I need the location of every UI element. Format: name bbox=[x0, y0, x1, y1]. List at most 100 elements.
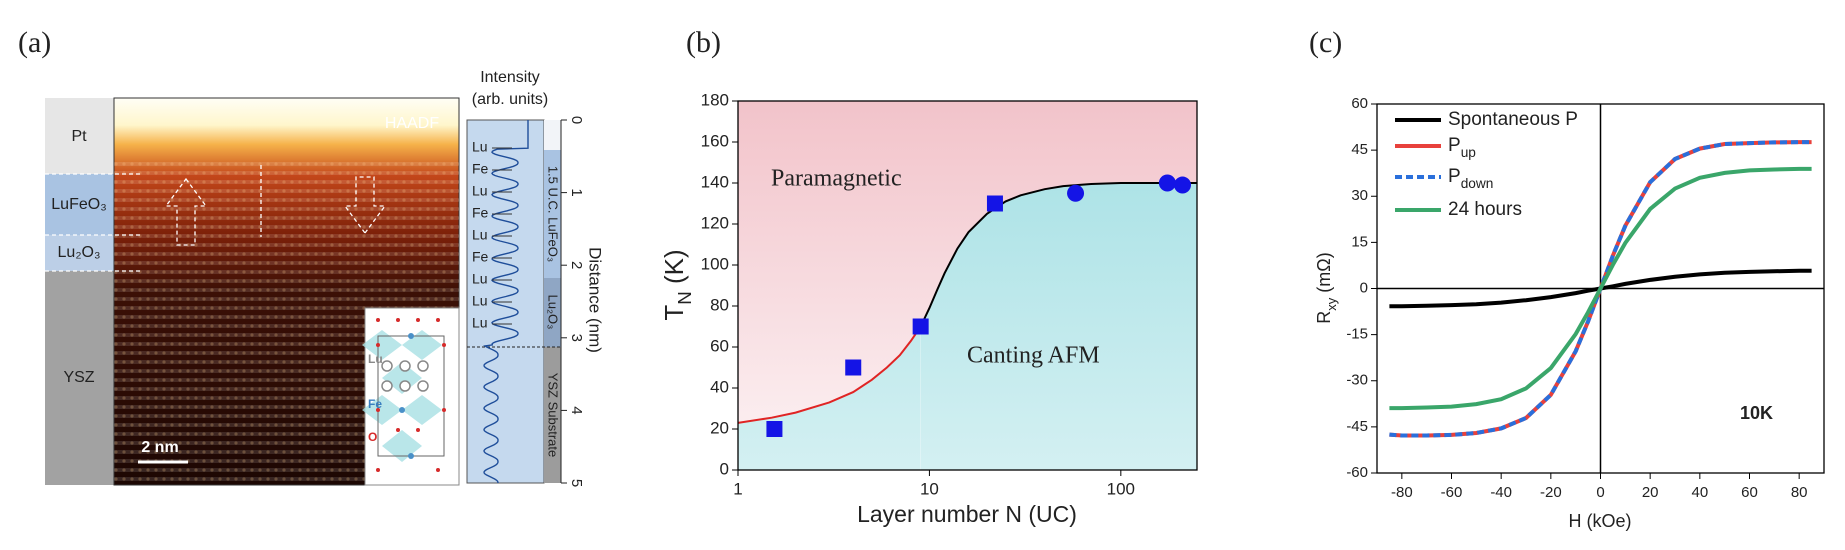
y-axis-label-part: (K) bbox=[659, 249, 689, 291]
data-point bbox=[912, 318, 929, 335]
y-tick-label: 45 bbox=[1351, 141, 1368, 158]
y-tick-label: 60 bbox=[1351, 95, 1368, 112]
inset-label: Lu bbox=[368, 352, 383, 366]
x-tick-label: 0 bbox=[1596, 484, 1604, 501]
layer-lufeo3 bbox=[45, 174, 114, 235]
layer-ysz bbox=[45, 271, 114, 485]
inset-label: Fe bbox=[368, 397, 382, 411]
series-line bbox=[737, 325, 922, 424]
bar-ysz bbox=[544, 347, 561, 483]
intensity-label: Intensity bbox=[480, 69, 540, 86]
bar-lufeo3 bbox=[544, 150, 561, 278]
legend-label-part: down bbox=[1461, 176, 1494, 191]
layer-label: Pt bbox=[71, 128, 87, 145]
x-tick-label: -40 bbox=[1490, 484, 1512, 501]
x-tick-label: 20 bbox=[1642, 484, 1659, 501]
y-tick-label: -15 bbox=[1346, 326, 1368, 343]
layer-pt bbox=[45, 98, 114, 174]
atom-row-label: Lu bbox=[472, 293, 488, 309]
y-axis-label-part: R bbox=[1314, 311, 1334, 324]
data-point bbox=[1174, 176, 1192, 194]
series-line bbox=[919, 182, 1197, 327]
x-tick-label: 60 bbox=[1741, 484, 1758, 501]
panel-a bbox=[45, 97, 562, 486]
atom-row-label: Fe bbox=[472, 249, 489, 265]
data-point bbox=[1067, 184, 1085, 202]
legend-label-part: 24 hours bbox=[1448, 199, 1522, 220]
y-tick-label: 0 bbox=[1360, 279, 1368, 296]
x-axis-label: Layer number N (UC) bbox=[857, 501, 1077, 527]
legend-label: 24 hours bbox=[1448, 199, 1522, 220]
x-tick-label: -20 bbox=[1540, 484, 1562, 501]
legend-label-part: up bbox=[1461, 145, 1477, 160]
bar-lu2o3 bbox=[544, 278, 561, 347]
y-axis-label-part: T bbox=[659, 305, 689, 321]
y-tick-label: -30 bbox=[1346, 372, 1368, 389]
x-tick-label: -80 bbox=[1391, 484, 1413, 501]
layer-lu2o3 bbox=[45, 235, 114, 271]
atom-row-label: Fe bbox=[472, 161, 489, 177]
y-axis-label: TN (K) bbox=[659, 249, 696, 320]
y-tick-label: 60 bbox=[710, 336, 729, 355]
atom-row-label: Lu bbox=[472, 139, 488, 155]
region-lower bbox=[738, 326, 921, 470]
bar-top bbox=[544, 120, 561, 150]
y-axis-label-part: N bbox=[674, 291, 695, 305]
y-axis-label: Rxy (mΩ) bbox=[1314, 252, 1339, 323]
distance-tick-label: 2 bbox=[568, 261, 585, 269]
atom-row-label: Lu bbox=[472, 183, 488, 199]
distance-tick-label: 3 bbox=[568, 334, 585, 342]
legend-label: Pdown bbox=[1448, 166, 1493, 191]
y-tick-label: 100 bbox=[701, 254, 729, 273]
panel-label: (b) bbox=[686, 26, 721, 59]
y-tick-label: -45 bbox=[1346, 418, 1368, 435]
x-tick-label: 80 bbox=[1791, 484, 1808, 501]
panel-label: (a) bbox=[18, 26, 51, 59]
y-tick-label: -60 bbox=[1346, 464, 1368, 481]
inset-label: O bbox=[368, 430, 377, 444]
layer-label: Lu₂O₃ bbox=[58, 244, 101, 261]
annotation: Canting AFM bbox=[967, 343, 1100, 369]
y-tick-label: 180 bbox=[701, 90, 729, 109]
region-label: YSZ Substrate bbox=[546, 373, 561, 458]
atom-row-label: Lu bbox=[472, 227, 488, 243]
boundaries bbox=[45, 165, 387, 272]
y-tick-label: 140 bbox=[701, 172, 729, 191]
panel-label: (c) bbox=[1309, 26, 1342, 59]
distance-tick-label: 5 bbox=[568, 479, 585, 487]
layer-label: LuFeO₃ bbox=[51, 196, 106, 213]
x-tick-label: 1 bbox=[733, 479, 742, 498]
data-point bbox=[845, 359, 862, 376]
data-point bbox=[986, 195, 1003, 212]
legend-label-part: P bbox=[1448, 166, 1461, 187]
legend-label: Spontaneous P bbox=[1448, 109, 1578, 130]
y-tick-label: 160 bbox=[701, 131, 729, 150]
y-axis-label-part: (mΩ) bbox=[1314, 252, 1334, 297]
y-tick-label: 0 bbox=[720, 459, 729, 478]
intensity-label: (arb. units) bbox=[472, 91, 548, 108]
x-tick-label: 100 bbox=[1107, 479, 1135, 498]
atom-row-label: Lu bbox=[472, 271, 488, 287]
image-label: HAADF bbox=[385, 115, 439, 132]
region-lower bbox=[920, 183, 1197, 470]
distance-tick-label: 0 bbox=[568, 116, 585, 124]
y-tick-label: 40 bbox=[710, 377, 729, 396]
x-tick-label: 10 bbox=[920, 479, 939, 498]
atom-row-label: Lu bbox=[472, 315, 488, 331]
legend-label-part: Spontaneous P bbox=[1448, 109, 1578, 130]
x-tick-label: 40 bbox=[1691, 484, 1708, 501]
layer-label: YSZ bbox=[63, 369, 94, 386]
y-tick-label: 120 bbox=[701, 213, 729, 232]
inset-structure bbox=[362, 318, 446, 472]
legend-label: Pup bbox=[1448, 135, 1476, 160]
region-label: 1.5 U.C. LuFeO₃ bbox=[546, 166, 561, 262]
x-tick-label: -60 bbox=[1441, 484, 1463, 501]
data-point bbox=[1158, 174, 1176, 192]
atom-row-label: Fe bbox=[472, 205, 489, 221]
y-axis-label-part: xy bbox=[1324, 297, 1339, 310]
annotation: Paramagnetic bbox=[771, 166, 902, 192]
y-tick-label: 30 bbox=[1351, 187, 1368, 204]
legend-label-part: P bbox=[1448, 135, 1461, 156]
data-point bbox=[766, 421, 783, 437]
